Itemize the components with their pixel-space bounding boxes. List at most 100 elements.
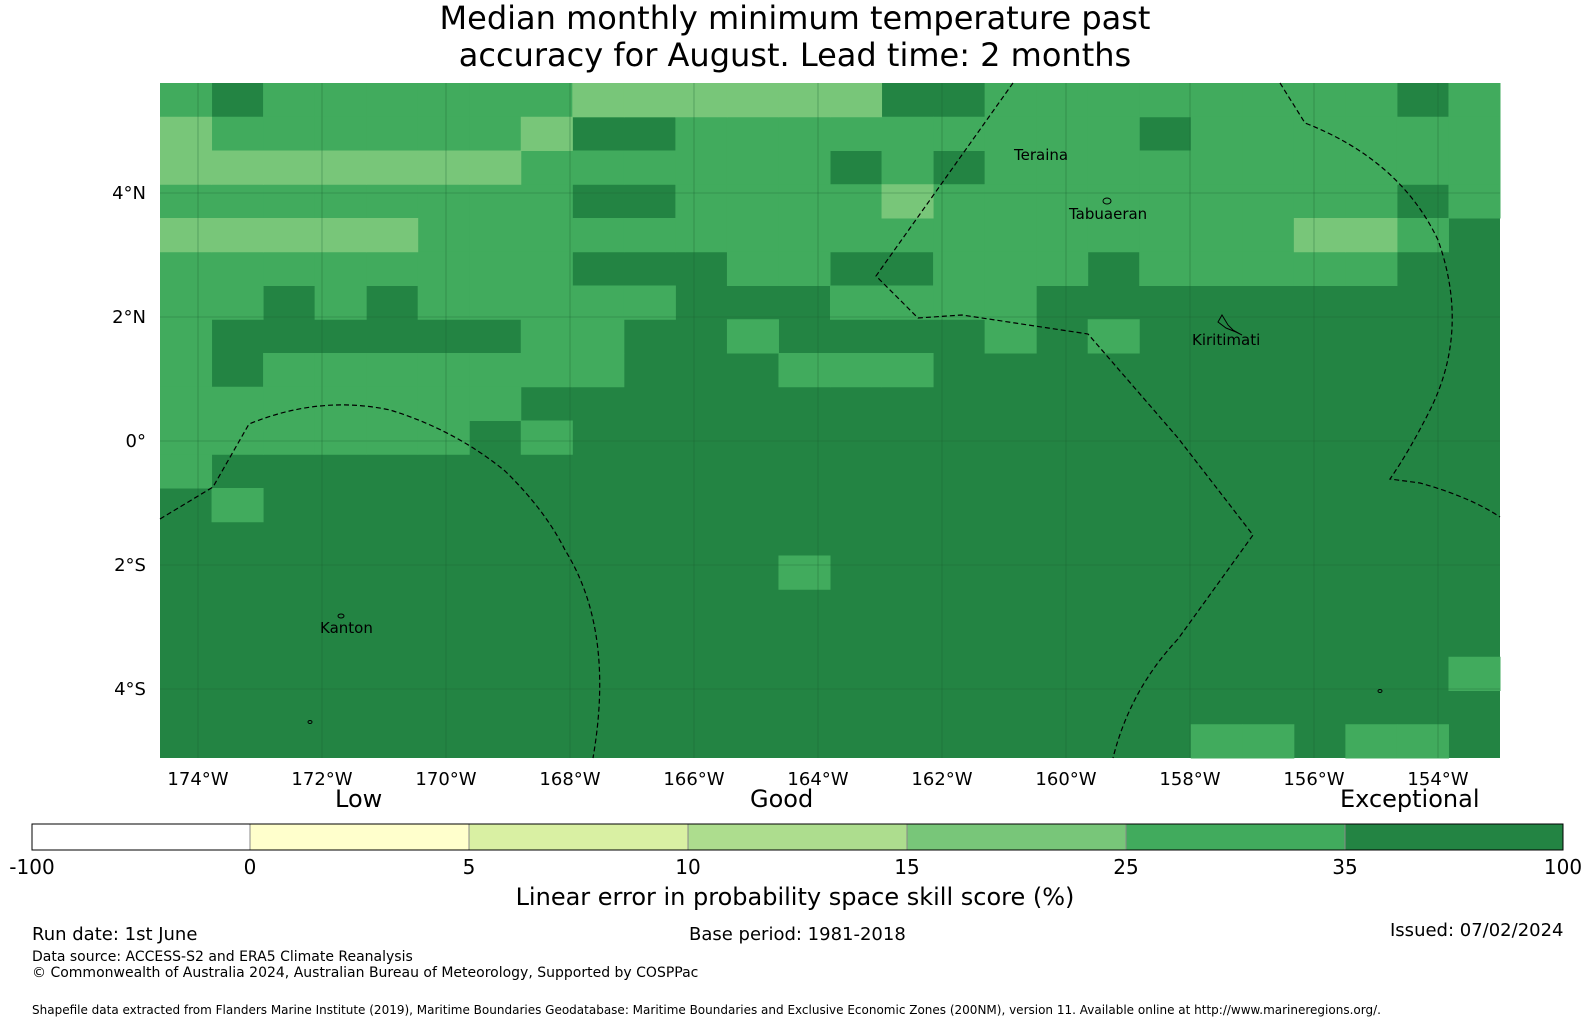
colorbar-ticks: -100 0 5 10 15 25 35 100 (9, 855, 1582, 879)
longitude-label: 168°W (539, 769, 600, 790)
grid-cell (1242, 218, 1295, 253)
colorbar-segments (31, 823, 1564, 851)
eez-boundary-line (1279, 82, 1501, 518)
grid-cell (417, 420, 470, 455)
grid-cell (881, 285, 934, 320)
grid-cell (778, 555, 831, 590)
grid-cell (417, 83, 470, 118)
grid-cell (830, 116, 883, 151)
grid-cell (366, 218, 419, 253)
grid-cell (623, 150, 676, 185)
grid-cell (314, 150, 367, 185)
grid-cell (160, 150, 213, 185)
grid-cell (1448, 184, 1501, 219)
grid-cell (1345, 83, 1398, 118)
grid-cell (263, 353, 316, 388)
grid-cell (1448, 150, 1501, 185)
colorbar-tick-label: 5 (463, 855, 476, 879)
grid-cell (984, 251, 1037, 286)
grid-cell (469, 353, 522, 388)
grid-cell (520, 218, 573, 253)
grid-cell (366, 150, 419, 185)
grid-cell (933, 184, 986, 219)
grid-cell (1036, 184, 1089, 219)
grid-cell (314, 184, 367, 219)
grid-cell (366, 116, 419, 151)
grid-cell (211, 386, 264, 421)
map-title-line-2: accuracy for August. Lead time: 2 months (458, 36, 1132, 74)
grid-cell (1345, 251, 1398, 286)
grid-cell (314, 116, 367, 151)
grid-cell (417, 218, 470, 253)
grid-cell (1345, 724, 1398, 759)
grid-cell (881, 184, 934, 219)
grid-cell (933, 251, 986, 286)
grid-cell (1036, 150, 1089, 185)
grid-cell (160, 285, 213, 320)
grid-cell (726, 218, 779, 253)
grid-cell (778, 116, 831, 151)
grid-cell (881, 218, 934, 253)
longitude-label: 158°W (1159, 769, 1220, 790)
grid-cell (314, 420, 367, 455)
longitude-label: 160°W (1035, 769, 1096, 790)
grid-cell (520, 150, 573, 185)
grid-cell (1190, 83, 1243, 118)
grid-cell (469, 83, 522, 118)
grid-cell (520, 116, 573, 151)
grid-cell (984, 150, 1037, 185)
grid-cell (984, 218, 1037, 253)
grid-cell (623, 83, 676, 118)
grid-cell (417, 116, 470, 151)
grid-cell (1242, 150, 1295, 185)
grid-cell (881, 116, 934, 151)
longitude-label: 174°W (167, 769, 228, 790)
map-title: Median monthly minimum temperature past … (0, 0, 1590, 74)
grid-cell (1242, 116, 1295, 151)
colorbar-category-exceptional: Exceptional (1340, 785, 1480, 813)
grid-cell (726, 251, 779, 286)
shapefile-credit: Shapefile data extracted from Flanders M… (32, 1003, 1381, 1017)
grid-cell (1242, 251, 1295, 286)
longitude-label: 166°W (663, 769, 724, 790)
grid-cell (1087, 184, 1140, 219)
grid-cell (1139, 150, 1192, 185)
data-source: Data source: ACCESS-S2 and ERA5 Climate … (32, 949, 413, 965)
grid-cell (830, 83, 883, 118)
longitude-label: 162°W (911, 769, 972, 790)
grid-cell (572, 353, 625, 388)
grid-cell (520, 83, 573, 118)
colorbar-tick-label: 100 (1544, 855, 1582, 879)
eez-boundary-line (159, 404, 601, 759)
grid-cell (469, 285, 522, 320)
grid-cell (778, 83, 831, 118)
longitude-label: 164°W (787, 769, 848, 790)
run-date: Run date: 1st June (32, 924, 198, 945)
grid-cell (417, 251, 470, 286)
grid-cell (984, 184, 1037, 219)
grid-cell (160, 454, 213, 489)
grid-cell (520, 353, 573, 388)
grid-cell (1190, 218, 1243, 253)
grid-cell (1396, 116, 1449, 151)
grid-cell (933, 116, 986, 151)
colorbar-tick-label: 35 (1332, 855, 1357, 879)
grid-cell (469, 184, 522, 219)
grid-cell (1345, 184, 1398, 219)
colorbar: -100 0 5 10 15 25 35 100 (9, 823, 1582, 879)
place-label: Kanton (320, 619, 373, 637)
grid-cell (623, 285, 676, 320)
longitude-label: 156°W (1283, 769, 1344, 790)
grid-cell (1293, 116, 1346, 151)
colorbar-tick-label: 10 (675, 855, 700, 879)
grid-cell (366, 353, 419, 388)
grid-cell (1190, 184, 1243, 219)
grid-cell (160, 184, 213, 219)
grid-cell (1345, 150, 1398, 185)
colorbar-tick-label: -100 (9, 855, 54, 879)
grid-cell (1396, 150, 1449, 185)
copyright: © Commonwealth of Australia 2024, Austra… (32, 965, 699, 981)
grid-cell (469, 150, 522, 185)
grid-cell (778, 353, 831, 388)
grid-cell (160, 251, 213, 286)
